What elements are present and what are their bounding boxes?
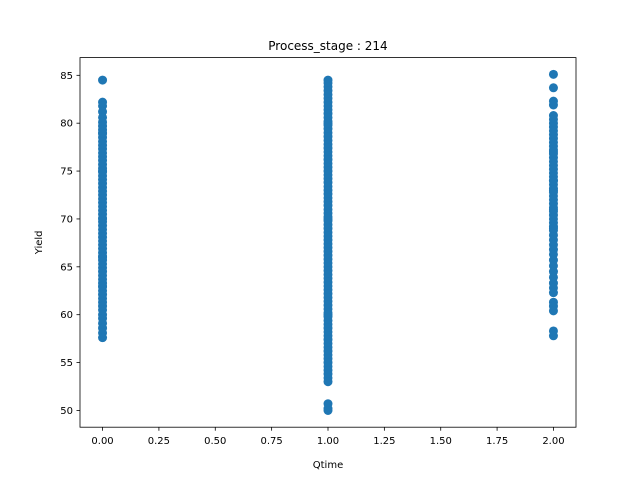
data-point	[98, 128, 108, 138]
data-point	[323, 214, 333, 224]
y-axis-label: Yield	[34, 230, 45, 255]
x-axis-label: Qtime	[313, 460, 343, 471]
data-point	[548, 185, 558, 195]
data-point	[548, 176, 558, 186]
data-point	[98, 333, 108, 343]
data-point	[548, 69, 558, 79]
data-point	[548, 306, 558, 316]
y-axis: 50 55 60 65 70 75 80 85	[60, 71, 80, 417]
data-point	[323, 310, 333, 320]
y-tick-label: 70	[60, 214, 73, 225]
y-tick-label: 55	[60, 358, 73, 369]
data-point	[548, 147, 558, 157]
data-point	[323, 405, 333, 415]
x-tick-label: 0.00	[91, 436, 113, 447]
x-tick-label: 1.25	[373, 436, 395, 447]
data-point	[548, 288, 558, 298]
x-tick-label: 0.50	[204, 436, 226, 447]
scatter-points	[98, 69, 558, 415]
data-point	[548, 331, 558, 341]
data-point	[548, 83, 558, 93]
x-tick-label: 2.00	[542, 436, 564, 447]
y-tick-label: 85	[60, 71, 73, 82]
x-tick-label: 0.75	[261, 436, 283, 447]
y-tick-label: 65	[60, 262, 73, 273]
x-tick-label: 1.75	[486, 436, 508, 447]
data-point	[548, 100, 558, 110]
data-point	[323, 118, 333, 128]
data-point	[548, 224, 558, 234]
x-tick-label: 0.25	[148, 436, 170, 447]
data-point	[98, 281, 108, 291]
y-tick-label: 80	[60, 119, 73, 130]
y-tick-label: 60	[60, 310, 73, 321]
chart-title: Process_stage : 214	[268, 39, 387, 53]
y-tick-label: 75	[60, 167, 73, 178]
data-point	[98, 214, 108, 224]
data-point	[98, 75, 108, 85]
data-point	[548, 204, 558, 214]
data-point	[98, 166, 108, 176]
x-tick-label: 1.00	[317, 436, 339, 447]
data-point	[98, 252, 108, 262]
data-point	[323, 377, 333, 387]
y-tick-label: 50	[60, 406, 73, 417]
x-axis: 0.00 0.25 0.50 0.75 1.00 1.25 1.50 1.75 2.00	[91, 427, 565, 447]
x-tick-label: 1.50	[430, 436, 452, 447]
